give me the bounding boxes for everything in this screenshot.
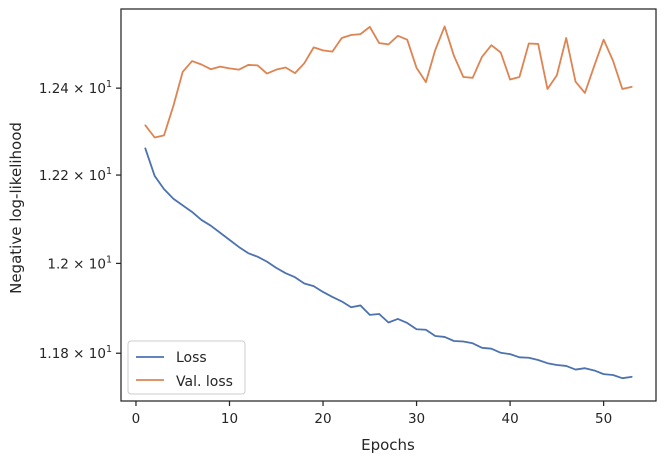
y-axis-label: Negative log-likelihood — [7, 122, 25, 294]
legend: Loss Val. loss — [127, 340, 246, 395]
x-axis-label: Epochs — [361, 436, 415, 454]
x-tick-label: 0 — [132, 411, 141, 427]
series-line-loss — [144, 147, 633, 380]
legend-loss-label: Loss — [176, 350, 207, 366]
plot-frame — [120, 8, 657, 402]
series-line-val-loss — [144, 25, 633, 139]
x-tick-label: 50 — [595, 411, 612, 427]
y-tick-label: 1.22 × 101 — [39, 166, 112, 184]
x-axis-ticks: 0 10 20 30 40 50 — [132, 401, 612, 427]
legend-val-loss-label: Val. loss — [176, 374, 233, 390]
plot-series — [144, 25, 633, 380]
x-tick-label: 40 — [501, 411, 518, 427]
x-tick-label: 10 — [221, 411, 238, 427]
y-tick-label: 1.24 × 101 — [39, 79, 112, 97]
y-tick-label: 1.18 × 101 — [39, 344, 112, 362]
x-tick-label: 20 — [314, 411, 331, 427]
x-tick-label: 30 — [408, 411, 425, 427]
y-tick-label: 1.2 × 101 — [47, 254, 112, 272]
y-axis-ticks: 1.18 × 101 1.2 × 101 1.22 × 101 1.24 × 101 — [39, 79, 121, 362]
